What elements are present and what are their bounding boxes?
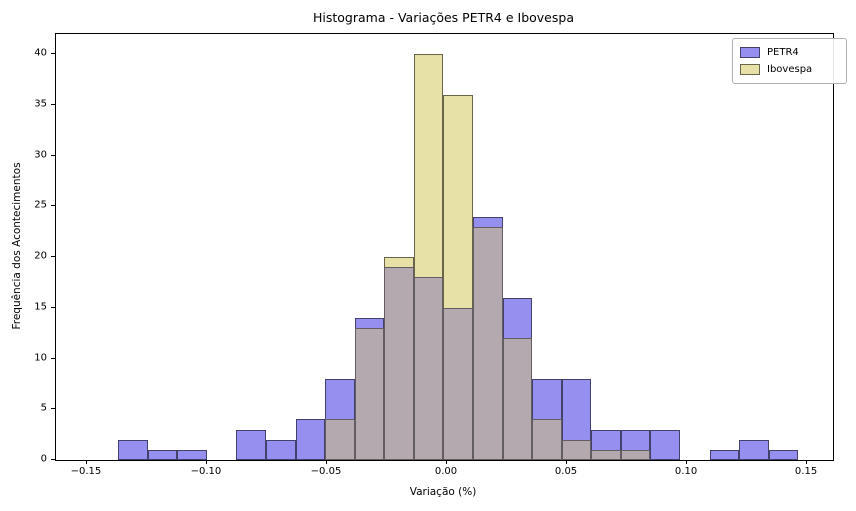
overlap-region xyxy=(561,439,592,460)
overlap-region xyxy=(620,449,651,460)
x-tick-label: −0.15 xyxy=(70,466,102,477)
legend-label-petr4: PETR4 xyxy=(767,47,799,58)
overlap-region xyxy=(443,307,474,460)
y-tick-mark xyxy=(51,256,55,258)
x-tick-mark xyxy=(446,460,448,464)
x-tick-mark xyxy=(85,460,87,464)
petr4-bar xyxy=(709,449,740,460)
overlap-region xyxy=(473,226,503,460)
petr4-bar xyxy=(650,429,681,460)
y-tick-mark xyxy=(51,357,55,359)
overlap-region xyxy=(384,267,414,460)
x-tick-mark xyxy=(566,460,568,464)
x-tick-mark xyxy=(205,460,207,464)
x-tick-label: 0.10 xyxy=(674,466,698,477)
x-tick-label: 0.00 xyxy=(434,466,458,477)
y-tick-mark xyxy=(51,154,55,156)
y-tick-label: 10 xyxy=(34,352,47,364)
y-tick-label: 35 xyxy=(34,98,47,110)
y-tick-mark xyxy=(51,459,55,460)
x-tick-mark xyxy=(326,460,327,464)
y-tick-label: 0 xyxy=(40,453,47,465)
y-tick-label: 30 xyxy=(34,149,47,161)
y-tick-label: 5 xyxy=(40,402,47,414)
x-tick-label: 0.05 xyxy=(554,466,578,477)
y-tick-mark xyxy=(51,53,55,55)
y-tick-label: 25 xyxy=(34,199,47,211)
legend-label-ibovespa: Ibovespa xyxy=(767,64,813,75)
ibovespa-swatch-icon xyxy=(740,64,760,75)
x-tick-label: −0.10 xyxy=(190,466,222,477)
overlap-region xyxy=(591,449,621,460)
chart-title: Histograma - Variações PETR4 e Ibovespa xyxy=(313,10,574,25)
petr4-bar xyxy=(147,449,178,460)
petr4-bar xyxy=(295,419,326,460)
overlap-region xyxy=(325,419,355,460)
petr4-bar xyxy=(266,439,296,460)
overlap-region xyxy=(502,338,533,460)
y-tick-mark xyxy=(51,205,55,207)
petr4-bar xyxy=(739,439,769,460)
legend-entry-ibovespa: Ibovespa xyxy=(740,61,839,78)
y-tick-mark xyxy=(51,408,55,410)
petr4-bar xyxy=(768,449,799,460)
x-tick-label: 0.15 xyxy=(794,466,818,477)
y-tick-label: 15 xyxy=(34,301,47,313)
legend-entry-petr4: PETR4 xyxy=(740,44,839,61)
petr4-swatch-icon xyxy=(740,47,760,58)
x-tick-mark xyxy=(686,460,688,464)
x-tick-label: −0.05 xyxy=(310,466,342,477)
legend: PETR4 Ibovespa xyxy=(732,38,847,84)
x-tick-mark xyxy=(806,460,808,464)
plot-area: PETR4 Ibovespa xyxy=(55,33,847,461)
overlap-region xyxy=(354,328,385,460)
y-tick-mark xyxy=(51,306,55,308)
overlap-region xyxy=(532,419,562,460)
petr4-bar xyxy=(236,429,267,460)
petr4-bar xyxy=(177,449,207,460)
overlap-region xyxy=(413,277,444,460)
x-axis-label: Variação (%) xyxy=(409,486,477,498)
y-tick-label: 20 xyxy=(34,250,47,262)
petr4-bar xyxy=(118,439,148,460)
y-tick-label: 40 xyxy=(34,47,47,59)
y-axis-label: Frequência dos Acontecimentos xyxy=(11,162,23,330)
y-tick-mark xyxy=(51,104,55,105)
